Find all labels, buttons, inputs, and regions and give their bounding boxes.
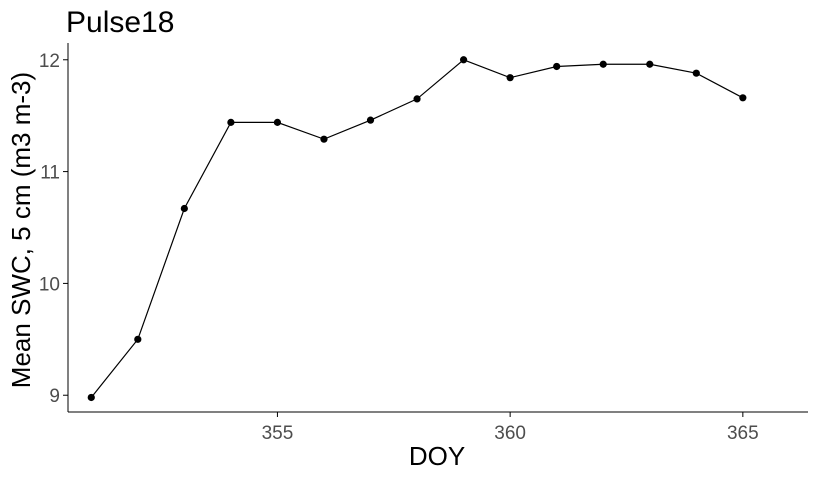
y-tick-label: 9 [49, 386, 60, 407]
data-point [320, 135, 328, 143]
data-point [459, 56, 468, 64]
series-line [90, 59, 744, 398]
data-point [134, 335, 142, 343]
x-axis-title: DOY [409, 441, 465, 471]
y-axis-title: Mean SWC, 5 cm (m3 m-3) [6, 72, 36, 388]
data-point [87, 393, 95, 402]
y-tick-label: 10 [39, 274, 60, 295]
data-point [599, 60, 607, 68]
data-point [506, 74, 514, 82]
chart-title: Pulse18 [66, 6, 174, 39]
y-axis-ticks: 9 10 11 12 [39, 51, 68, 407]
data-point [692, 69, 700, 77]
data-point [739, 94, 747, 102]
plot-area [87, 56, 747, 402]
y-tick-label: 11 [40, 163, 60, 184]
x-tick-label: 365 [727, 423, 759, 444]
x-tick-label: 360 [494, 423, 526, 444]
data-point [646, 60, 654, 68]
data-point [180, 204, 188, 213]
data-point [553, 62, 561, 71]
data-point [366, 116, 375, 124]
data-point [273, 118, 282, 126]
data-point [227, 118, 235, 126]
x-tick-label: 355 [262, 423, 294, 444]
x-axis-ticks: 355 360 365 [262, 412, 759, 444]
data-point [413, 95, 421, 103]
y-tick-label: 12 [39, 51, 60, 72]
